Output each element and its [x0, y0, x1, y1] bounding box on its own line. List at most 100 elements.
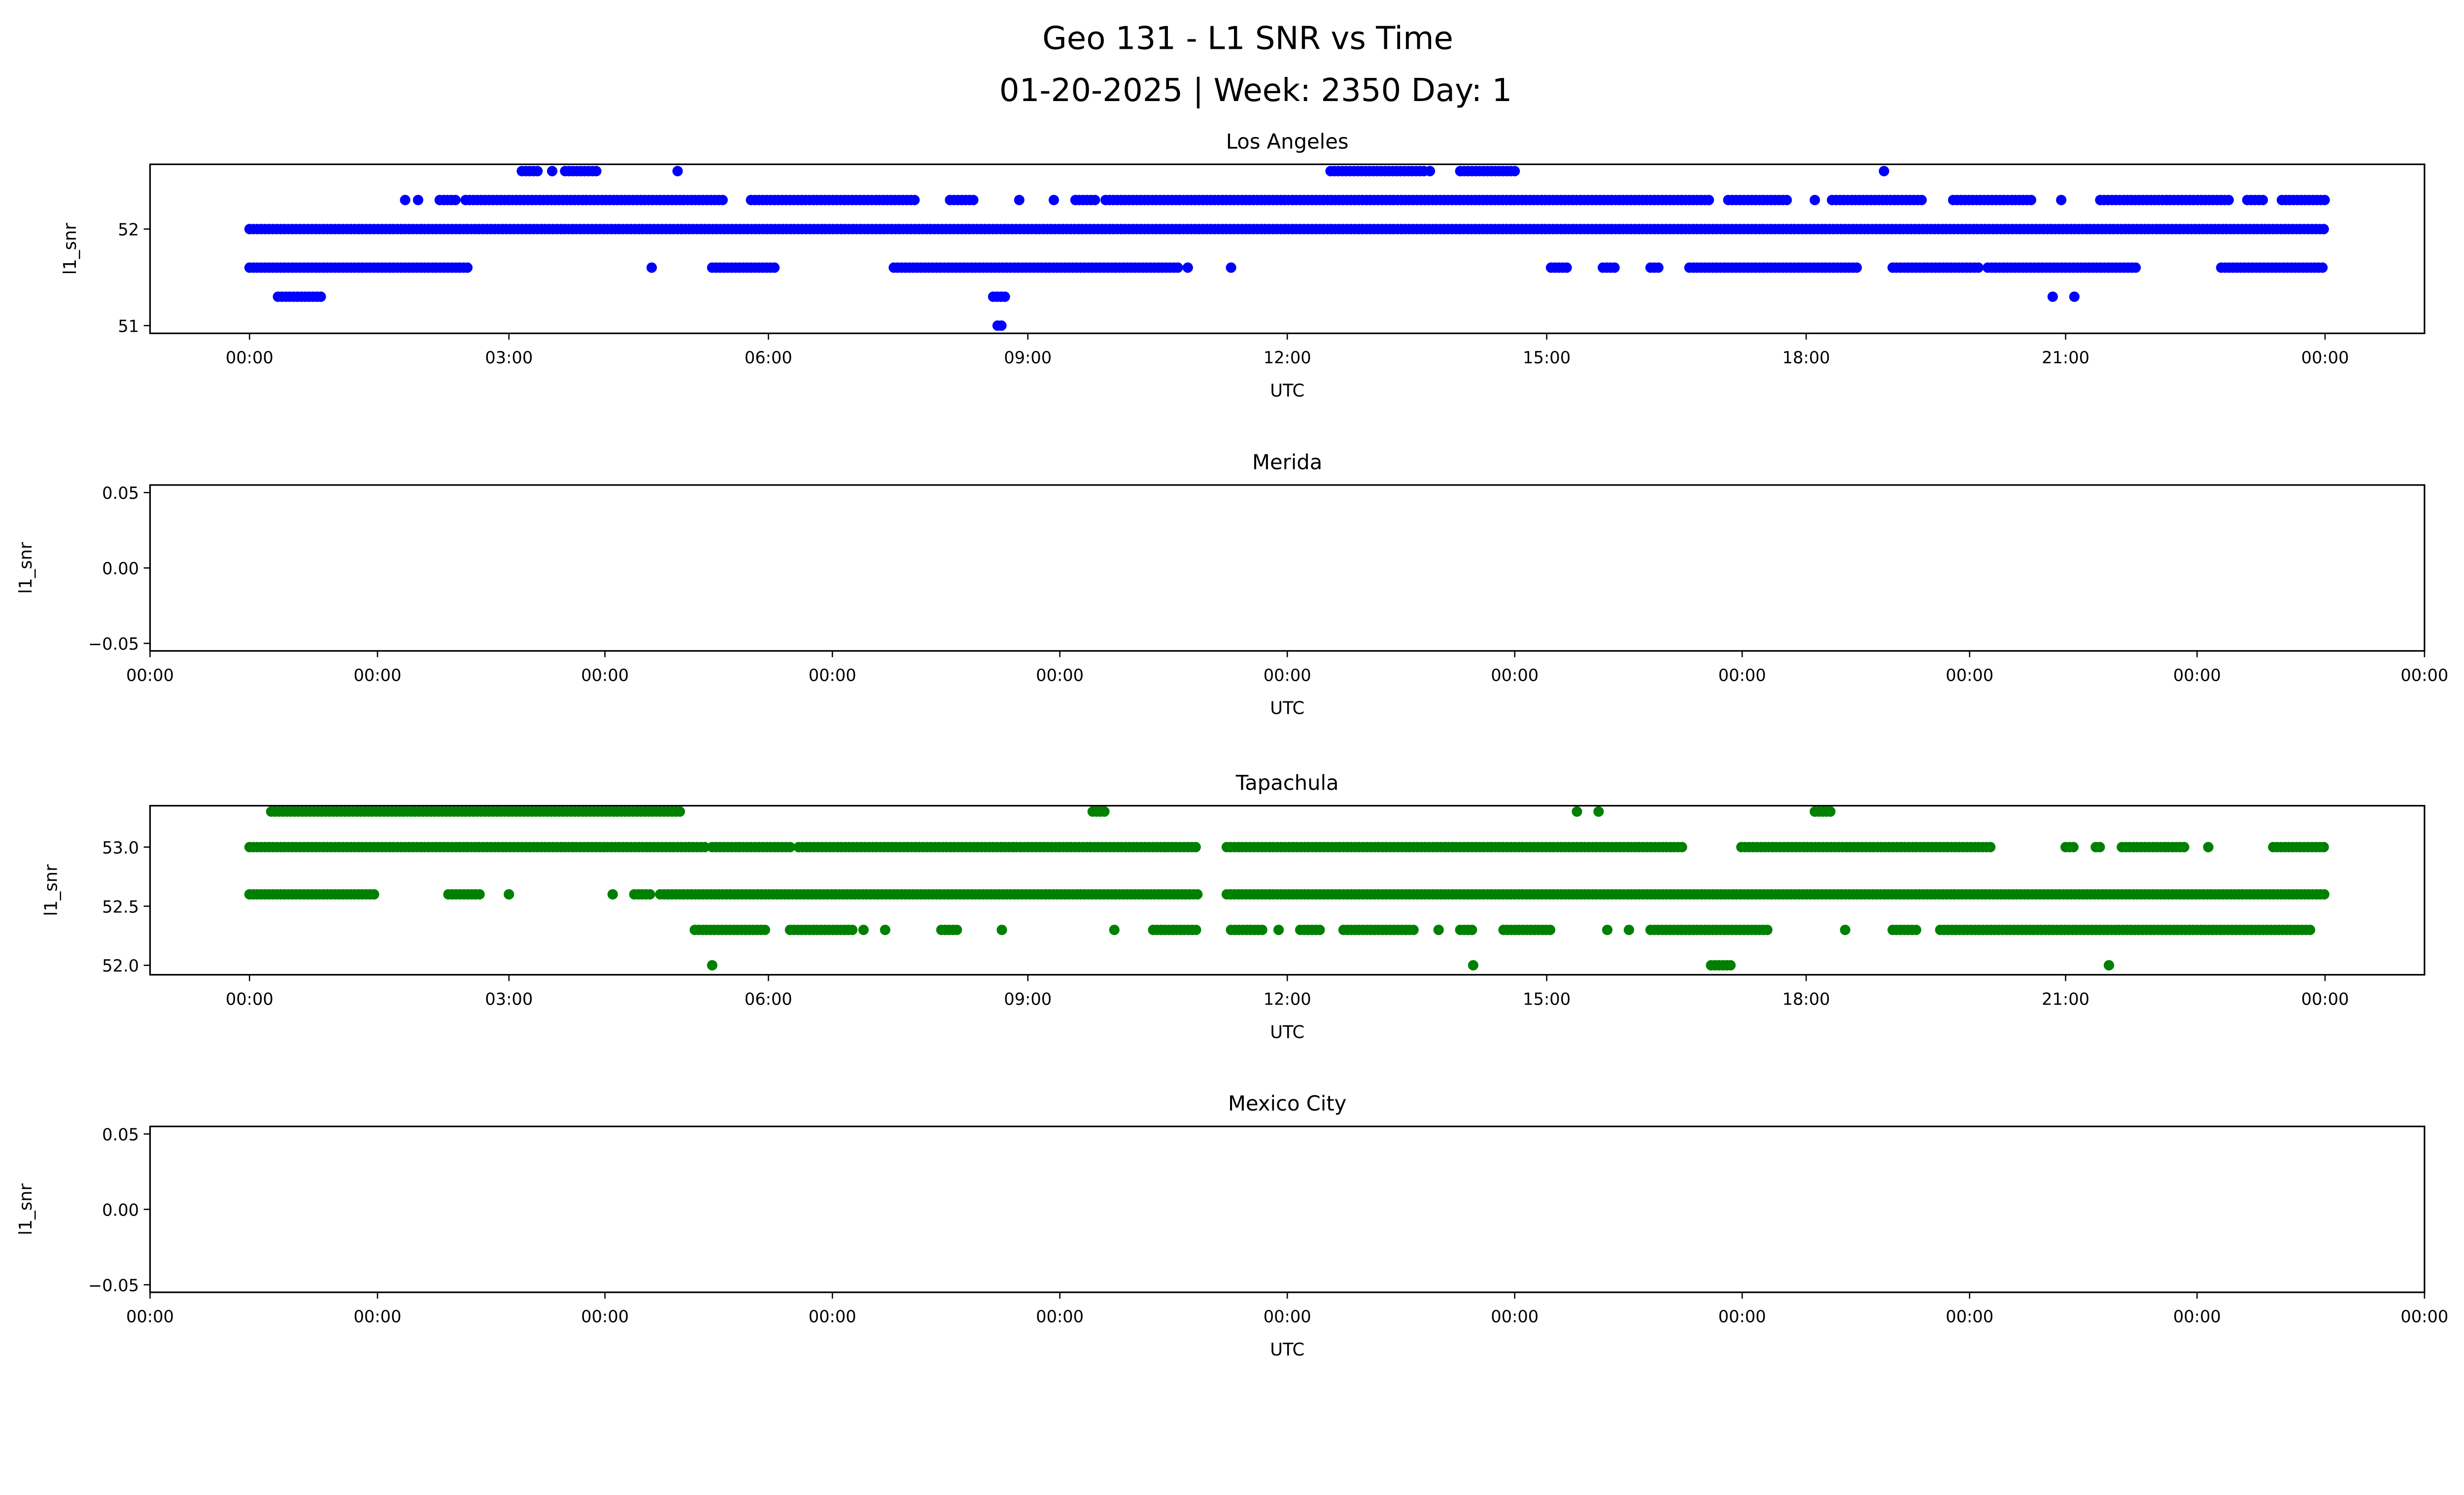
y-tick-label: 0.00 [102, 559, 139, 578]
data-point [1851, 262, 1862, 273]
x-tick-label: 09:00 [1004, 348, 1052, 367]
data-point [1572, 806, 1582, 817]
subplot-mexico-city: Mexico City 00:00 00:00 00:00 00:00 00:00 00:0… [16, 1091, 2448, 1360]
data-point [1226, 262, 1236, 273]
figure: Geo 131 - L1 SNR vs Time 01-20-2025 | We… [0, 0, 2464, 1383]
y-axis-label: l1_snr [60, 223, 80, 275]
scatter-points [244, 806, 2329, 971]
data-point [1911, 924, 1921, 936]
data-point [909, 195, 920, 206]
data-point [707, 960, 718, 971]
data-point [2069, 291, 2080, 302]
x-tick-label: 03:00 [485, 989, 533, 1008]
data-point [1090, 195, 1100, 206]
y-tick-label: 52.0 [102, 956, 139, 975]
x-tick-label: 18:00 [1782, 348, 1830, 367]
subplot-merida: Merida 00:00 00:00 00:00 00:00 00:00 00:00 00:0… [16, 450, 2448, 719]
x-tick-label: 06:00 [745, 348, 792, 367]
data-point [1810, 195, 1820, 206]
y-tick-label: 0.00 [102, 1200, 139, 1219]
y-tick-label: 52 [118, 220, 139, 239]
data-point [504, 889, 514, 900]
data-point [1433, 924, 1444, 936]
data-point [1825, 806, 1836, 817]
data-point [1840, 924, 1850, 936]
data-point [1561, 262, 1572, 273]
y-tick-label: 52.5 [102, 897, 139, 916]
data-point [2319, 195, 2330, 206]
data-point [785, 842, 795, 853]
x-tick-label: 00:00 [2173, 665, 2221, 685]
x-axis-label: UTC [1270, 381, 1304, 401]
x-axis-label: UTC [1270, 1340, 1304, 1360]
y-tick-label: 0.05 [102, 1125, 139, 1144]
data-point [1190, 842, 1201, 853]
x-tick-label: 15:00 [1523, 348, 1571, 367]
x-tick-label: 00:00 [1264, 665, 1311, 685]
data-point [1109, 924, 1120, 936]
data-point [1314, 924, 1325, 936]
x-tick-label: 00:00 [2400, 1307, 2448, 1326]
y-axis-label: l1_snr [41, 864, 61, 916]
subplot-title: Tapachula [1235, 771, 1339, 795]
data-point [952, 924, 962, 936]
data-point [532, 166, 543, 176]
x-tick-label: 09:00 [1004, 989, 1052, 1008]
data-point [2068, 842, 2079, 853]
data-point [2304, 924, 2316, 936]
data-point [2047, 291, 2058, 302]
data-point [1172, 262, 1183, 273]
x-tick-label: 00:00 [1491, 665, 1539, 685]
data-point [2094, 842, 2105, 853]
x-tick-label: 00:00 [226, 989, 274, 1008]
data-point [1602, 924, 1613, 936]
x-tick-label: 00:00 [226, 348, 274, 367]
data-point [2056, 195, 2067, 206]
x-tick-label: 06:00 [745, 989, 792, 1008]
x-tick-label: 00:00 [1036, 665, 1084, 685]
data-point [2179, 842, 2190, 853]
x-tick-label: 00:00 [581, 1307, 629, 1326]
subplot-title: Merida [1252, 450, 1322, 474]
x-tick-label: 21:00 [2042, 989, 2089, 1008]
data-point [462, 262, 473, 273]
x-tick-label: 00:00 [1718, 1307, 1766, 1326]
x-tick-label: 12:00 [1264, 989, 1311, 1008]
data-point [968, 195, 979, 206]
data-point [1273, 924, 1284, 936]
data-point [1762, 924, 1773, 936]
y-tick-label: 53.0 [102, 838, 139, 857]
x-tick-label: 00:00 [1946, 665, 1993, 685]
data-point [699, 842, 710, 853]
data-point [646, 262, 657, 273]
x-axis-label: UTC [1270, 1022, 1304, 1043]
data-point [996, 320, 1007, 331]
x-tick-label: 21:00 [2042, 348, 2089, 367]
data-point [1973, 262, 1984, 273]
x-tick-label: 00:00 [2301, 989, 2349, 1008]
data-point [880, 924, 890, 936]
figure-background [0, 0, 2464, 1383]
data-point [645, 889, 655, 900]
x-tick-label: 00:00 [1946, 1307, 1993, 1326]
data-point [412, 195, 423, 206]
data-point [607, 889, 618, 900]
data-point [858, 924, 869, 936]
data-point [1677, 842, 1687, 853]
y-tick-label: 51 [118, 316, 139, 336]
data-point [1623, 924, 1635, 936]
data-point [1593, 806, 1604, 817]
data-point [450, 195, 461, 206]
x-tick-label: 00:00 [126, 1307, 174, 1326]
x-tick-label: 00:00 [809, 665, 856, 685]
x-tick-label: 00:00 [2301, 348, 2349, 367]
data-point [1099, 806, 1110, 817]
data-point [1191, 924, 1201, 936]
data-point [1781, 195, 1792, 206]
data-point [2223, 195, 2234, 206]
data-point [1192, 889, 1203, 900]
data-point [1879, 166, 1889, 176]
data-point [1182, 262, 1193, 273]
data-point [400, 195, 411, 206]
scatter-points [244, 166, 2330, 331]
